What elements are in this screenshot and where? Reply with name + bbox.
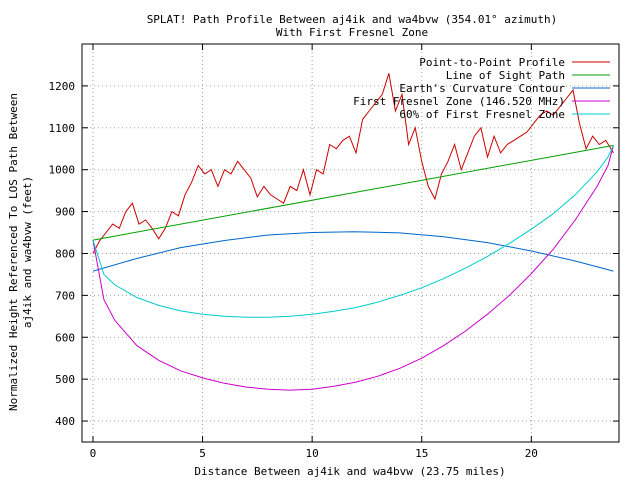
series-line-4	[92, 145, 614, 318]
series-group	[92, 73, 614, 391]
y-tick-label: 900	[55, 206, 75, 219]
chart-title-line2: With First Fresnel Zone	[276, 26, 428, 39]
x-tick-label: 10	[306, 447, 319, 460]
y-axis-label-line1: Normalized Height Referenced To LOS Path…	[7, 93, 20, 411]
series-line-1	[92, 144, 614, 241]
y-tick-label: 500	[55, 373, 75, 386]
legend-label-1: Line of Sight Path	[446, 69, 565, 82]
plot-frame	[81, 43, 620, 443]
x-tick-label: 5	[199, 447, 206, 460]
grid-lines	[82, 44, 619, 442]
y-tick-label: 400	[55, 415, 75, 428]
series-line-3	[92, 145, 614, 391]
chart-title-line1: SPLAT! Path Profile Between aj4ik and wa…	[147, 13, 558, 26]
x-tick-label: 15	[415, 447, 428, 460]
legend-label-3: First Fresnel Zone (146.520 MHz)	[353, 95, 565, 108]
series-line-0	[92, 73, 614, 254]
y-tick-label: 700	[55, 289, 75, 302]
legend-label-4: 60% of First Fresnel Zone	[399, 108, 565, 121]
axis-ticks: 0 5 10 15 20 400 500 600 700 800 900 1000 1100 1200	[49, 44, 619, 460]
y-tick-label: 800	[55, 247, 75, 260]
y-tick-label: 600	[55, 331, 75, 344]
y-tick-label: 1200	[49, 80, 76, 93]
y-tick-label: 1000	[49, 164, 76, 177]
x-tick-label: 0	[90, 447, 97, 460]
x-axis-label: Distance Between aj4ik and wa4bvw (23.75…	[194, 465, 505, 478]
legend-label-2: Earth's Curvature Contour	[399, 82, 565, 95]
y-axis-label-line2: aj4ik and wa4bvw (feet)	[21, 176, 34, 328]
series-line-2	[92, 231, 614, 272]
x-tick-label: 20	[525, 447, 538, 460]
y-tick-label: 1100	[49, 122, 76, 135]
legend-label-0: Point-to-Point Profile	[419, 56, 565, 69]
